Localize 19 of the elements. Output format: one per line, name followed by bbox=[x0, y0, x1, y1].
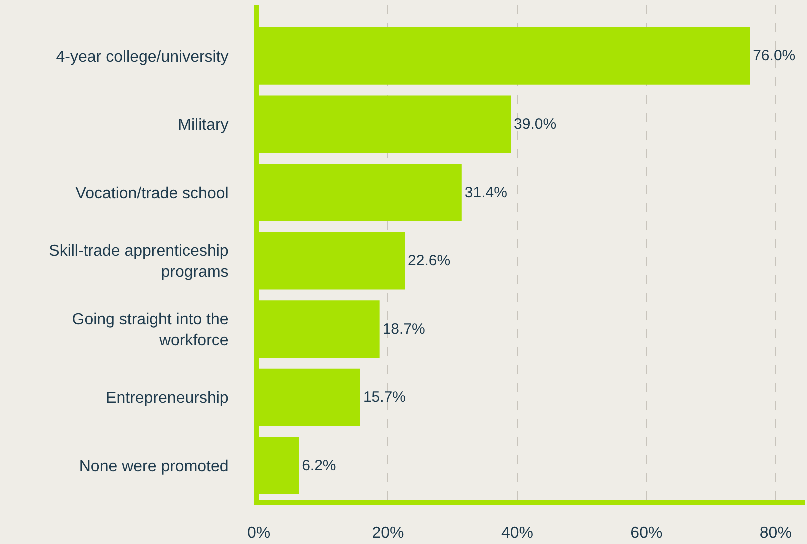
data-label: 18.7% bbox=[382, 320, 426, 338]
y-tick-label: Vocation/trade school bbox=[76, 185, 229, 202]
x-tick-label: 0% bbox=[247, 525, 271, 542]
x-tick-label: 40% bbox=[501, 525, 534, 542]
data-label: 22.6% bbox=[408, 252, 451, 270]
x-tick-label: 60% bbox=[630, 525, 663, 542]
x-tick-label: 80% bbox=[760, 525, 792, 542]
data-label: 76.0% bbox=[753, 48, 796, 65]
x-tick-label: 20% bbox=[372, 525, 404, 542]
y-tick-label: Military bbox=[178, 117, 229, 134]
data-label: 31.4% bbox=[464, 184, 508, 202]
data-label: 15.7% bbox=[363, 389, 406, 406]
y-tick-label: Going straight into the workforce bbox=[72, 312, 229, 350]
y-tick-label: 4-year college/university bbox=[56, 48, 229, 66]
y-tick-label: Skill-trade apprenticeship programs bbox=[49, 243, 229, 282]
data-label: 6.2% bbox=[302, 457, 336, 474]
y-tick-label: None were promoted bbox=[79, 458, 229, 476]
y-tick-label: Entrepreneurship bbox=[106, 390, 229, 408]
data-label: 39.0% bbox=[514, 116, 557, 133]
